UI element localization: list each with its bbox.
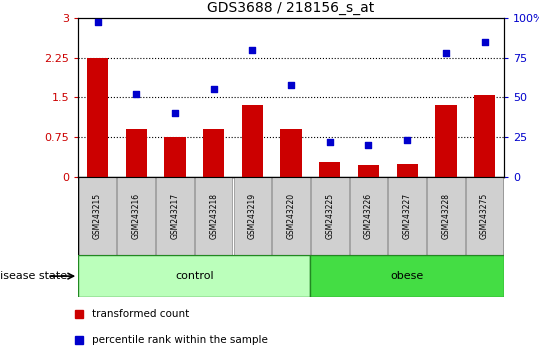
Point <box>171 110 179 116</box>
Text: percentile rank within the sample: percentile rank within the sample <box>92 335 268 345</box>
Bar <box>78 255 310 297</box>
Bar <box>397 164 418 177</box>
Text: transformed count: transformed count <box>92 309 189 319</box>
Bar <box>87 57 108 177</box>
Text: GSM243215: GSM243215 <box>93 193 102 239</box>
Bar <box>126 129 147 177</box>
Bar <box>319 162 341 177</box>
Text: GSM243216: GSM243216 <box>132 193 141 239</box>
Title: GDS3688 / 218156_s_at: GDS3688 / 218156_s_at <box>208 1 375 15</box>
Point <box>480 39 489 44</box>
Bar <box>272 177 310 255</box>
Bar <box>164 137 185 177</box>
Point <box>364 142 373 148</box>
Bar <box>241 105 263 177</box>
Bar <box>358 165 379 177</box>
Text: GSM243219: GSM243219 <box>248 193 257 239</box>
Bar <box>156 177 194 255</box>
Bar <box>389 177 426 255</box>
Text: GSM243226: GSM243226 <box>364 193 373 239</box>
Point <box>441 50 450 56</box>
Bar <box>466 177 503 255</box>
Text: control: control <box>175 271 213 281</box>
Bar <box>436 105 457 177</box>
Bar <box>350 177 387 255</box>
Bar <box>310 255 504 297</box>
Bar <box>203 129 224 177</box>
Text: GSM243227: GSM243227 <box>403 193 412 239</box>
Bar <box>427 177 465 255</box>
Point <box>403 137 411 143</box>
Text: GSM243217: GSM243217 <box>170 193 179 239</box>
Text: GSM243220: GSM243220 <box>287 193 295 239</box>
Bar <box>79 177 116 255</box>
Bar <box>233 177 271 255</box>
Point <box>93 19 102 25</box>
Text: GSM243228: GSM243228 <box>441 193 451 239</box>
Bar <box>311 177 349 255</box>
Text: obese: obese <box>391 271 424 281</box>
Point <box>248 47 257 52</box>
Point <box>287 82 295 87</box>
Text: disease state: disease state <box>0 271 67 281</box>
Text: GSM243225: GSM243225 <box>325 193 334 239</box>
Bar <box>280 129 302 177</box>
Point <box>132 91 141 97</box>
Bar <box>474 95 495 177</box>
Point <box>326 139 334 145</box>
Text: GSM243218: GSM243218 <box>209 193 218 239</box>
Bar <box>118 177 155 255</box>
Point <box>209 86 218 92</box>
Text: GSM243275: GSM243275 <box>480 193 489 239</box>
Bar <box>195 177 232 255</box>
